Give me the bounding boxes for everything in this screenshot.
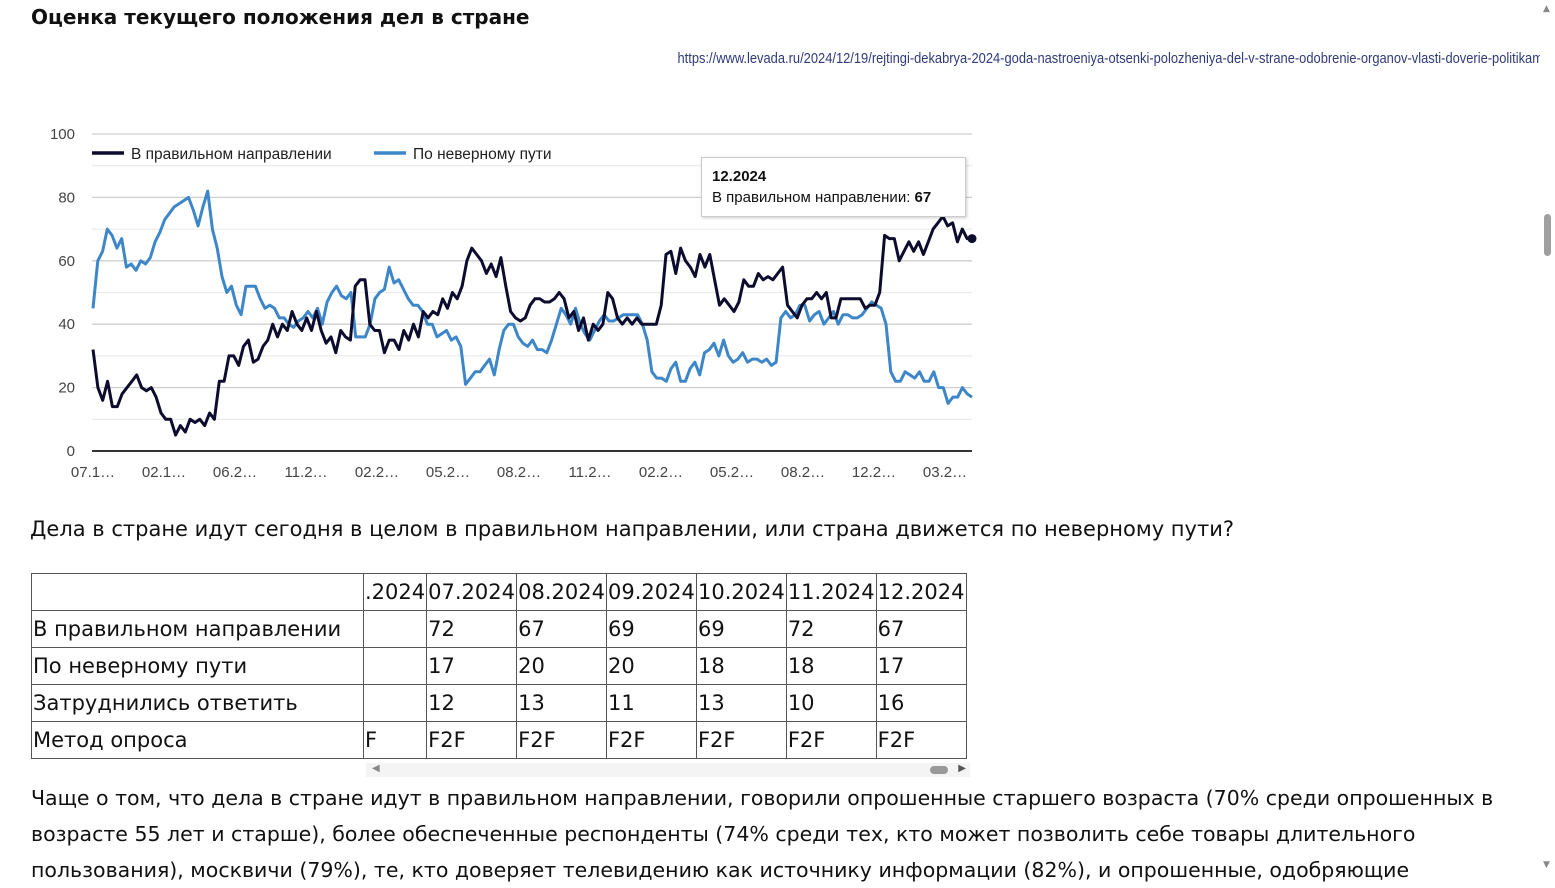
legend: В правильном направлении По неверному пут… — [92, 146, 552, 163]
table-cell: 72 — [426, 610, 518, 648]
x-tick-label: 06.2… — [213, 464, 257, 481]
table-cell — [362, 684, 428, 722]
table-cell: 20 — [516, 647, 607, 685]
results-table: .2024 07.2024 08.2024 09.2024 10.2024 11… — [31, 573, 967, 759]
table-header-cell: .2024 — [362, 573, 428, 611]
table-cell: 72 — [785, 610, 877, 648]
x-tick-label: 03.2… — [923, 464, 967, 481]
table-cell: По неверному пути — [31, 647, 364, 685]
series-line — [91, 214, 972, 437]
highlighted-data-point — [967, 234, 977, 244]
table-cell: 16 — [875, 684, 967, 722]
chart-tooltip: 12.2024 В правильном направлении: 67 — [701, 157, 966, 217]
page-title: Оценка текущего положения дел в стране — [31, 5, 530, 29]
y-tick-label: 20 — [58, 380, 75, 397]
table-cell: 13 — [695, 684, 787, 722]
legend-label: По неверному пути — [413, 146, 552, 163]
table-cell: 18 — [785, 647, 877, 685]
series-lines — [91, 189, 977, 437]
table-cell: F2F — [516, 721, 607, 759]
table-cell: 67 — [875, 610, 967, 648]
table-header-cell — [31, 573, 364, 611]
table-cell: Затруднились ответить — [31, 684, 364, 722]
x-tick-label: 05.2… — [426, 464, 470, 481]
table-cell: F2F — [785, 721, 877, 759]
scrollbar-thumb[interactable] — [1544, 214, 1551, 256]
y-axis-ticks: 0 20 40 60 80 100 — [50, 126, 75, 460]
x-tick-label: 02.2… — [639, 464, 683, 481]
scroll-down-icon[interactable]: ▼ — [1543, 860, 1550, 870]
table-header-cell: 12.2024 — [875, 573, 967, 611]
table-cell — [362, 647, 428, 685]
scroll-left-icon[interactable]: ◀ — [372, 763, 380, 774]
page-vertical-scrollbar[interactable]: ▲ ▼ — [1540, 0, 1555, 874]
table-header-cell: 07.2024 — [426, 573, 518, 611]
y-tick-label: 0 — [67, 443, 75, 460]
table-row: Затруднились ответить 12 13 11 13 10 16 — [31, 684, 967, 722]
body-paragraph: Чаще о том, что дела в стране идут в пра… — [31, 786, 1494, 882]
table-cell — [362, 610, 428, 648]
table-cell: Метод опроса — [31, 721, 364, 759]
tooltip-body: В правильном направлении: 67 — [712, 189, 931, 206]
y-tick-label: 80 — [58, 189, 75, 206]
table-cell: 69 — [605, 610, 697, 648]
tooltip-value: 67 — [914, 189, 932, 206]
table-cell: 18 — [695, 647, 787, 685]
table-horizontal-scrollbar[interactable]: ◀ ▶ — [366, 763, 970, 777]
source-link[interactable]: https://www.levada.ru/2024/12/19/rejting… — [677, 50, 1547, 67]
table-cell: F — [362, 721, 428, 759]
x-tick-label: 11.2… — [568, 464, 611, 481]
x-tick-label: 02.2… — [355, 464, 399, 481]
table-cell: F2F — [695, 721, 787, 759]
table-cell: 69 — [695, 610, 787, 648]
table-cell: 17 — [426, 647, 518, 685]
legend-label: В правильном направлении — [131, 146, 332, 163]
table-header-row: .2024 07.2024 08.2024 09.2024 10.2024 11… — [31, 573, 967, 611]
y-tick-label: 60 — [58, 253, 75, 270]
x-axis-ticks: 07.1… 02.1… 06.2… 11.2… 02.2… 05.2… 08.2… 11.2…… — [71, 464, 967, 481]
table-header-cell: 09.2024 — [605, 573, 697, 611]
scroll-right-icon[interactable]: ▶ — [958, 763, 966, 774]
table-row: В правильном направлении 72 67 69 69 72 67 — [31, 610, 967, 648]
gridlines — [92, 133, 972, 452]
line-chart: 0 20 40 60 80 100 07.1… 02.1… 06.2… 11.2… 02.2… 05… — [50, 126, 977, 481]
scrollbar-thumb[interactable] — [930, 766, 948, 774]
survey-question: Дела в стране идут сегодня в целом в пра… — [30, 517, 1234, 541]
table-cell: F2F — [875, 721, 967, 759]
table-header-cell: 11.2024 — [785, 573, 877, 611]
table-row: Метод опроса F F2F F2F F2F F2F F2F F2F — [31, 721, 967, 759]
scroll-up-icon[interactable]: ▲ — [1543, 4, 1550, 14]
y-tick-label: 40 — [58, 316, 75, 333]
table-cell: В правильном направлении — [31, 610, 364, 648]
table-row: По неверному пути 17 20 20 18 18 17 — [31, 647, 967, 685]
table-header-cell: 10.2024 — [695, 573, 787, 611]
tooltip-label: В правильном направлении: — [712, 189, 915, 206]
table-cell: 13 — [516, 684, 607, 722]
table-cell: 67 — [516, 610, 607, 648]
x-tick-label: 05.2… — [710, 464, 754, 481]
y-tick-label: 100 — [50, 126, 75, 143]
x-tick-label: 08.2… — [781, 464, 825, 481]
table-cell: 20 — [605, 647, 697, 685]
series-line — [91, 189, 973, 405]
x-tick-label: 08.2… — [497, 464, 541, 481]
x-tick-label: 11.2… — [284, 464, 327, 481]
table-cell: 12 — [426, 684, 518, 722]
table-cell: F2F — [426, 721, 518, 759]
table-cell: 10 — [785, 684, 877, 722]
table-cell: 11 — [605, 684, 697, 722]
x-tick-label: 07.1… — [71, 464, 115, 481]
x-tick-label: 12.2… — [852, 464, 896, 481]
table-cell: 17 — [875, 647, 967, 685]
tooltip-title: 12.2024 — [712, 168, 767, 185]
x-tick-label: 02.1… — [142, 464, 186, 481]
table-cell: F2F — [605, 721, 697, 759]
table-header-cell: 08.2024 — [516, 573, 607, 611]
